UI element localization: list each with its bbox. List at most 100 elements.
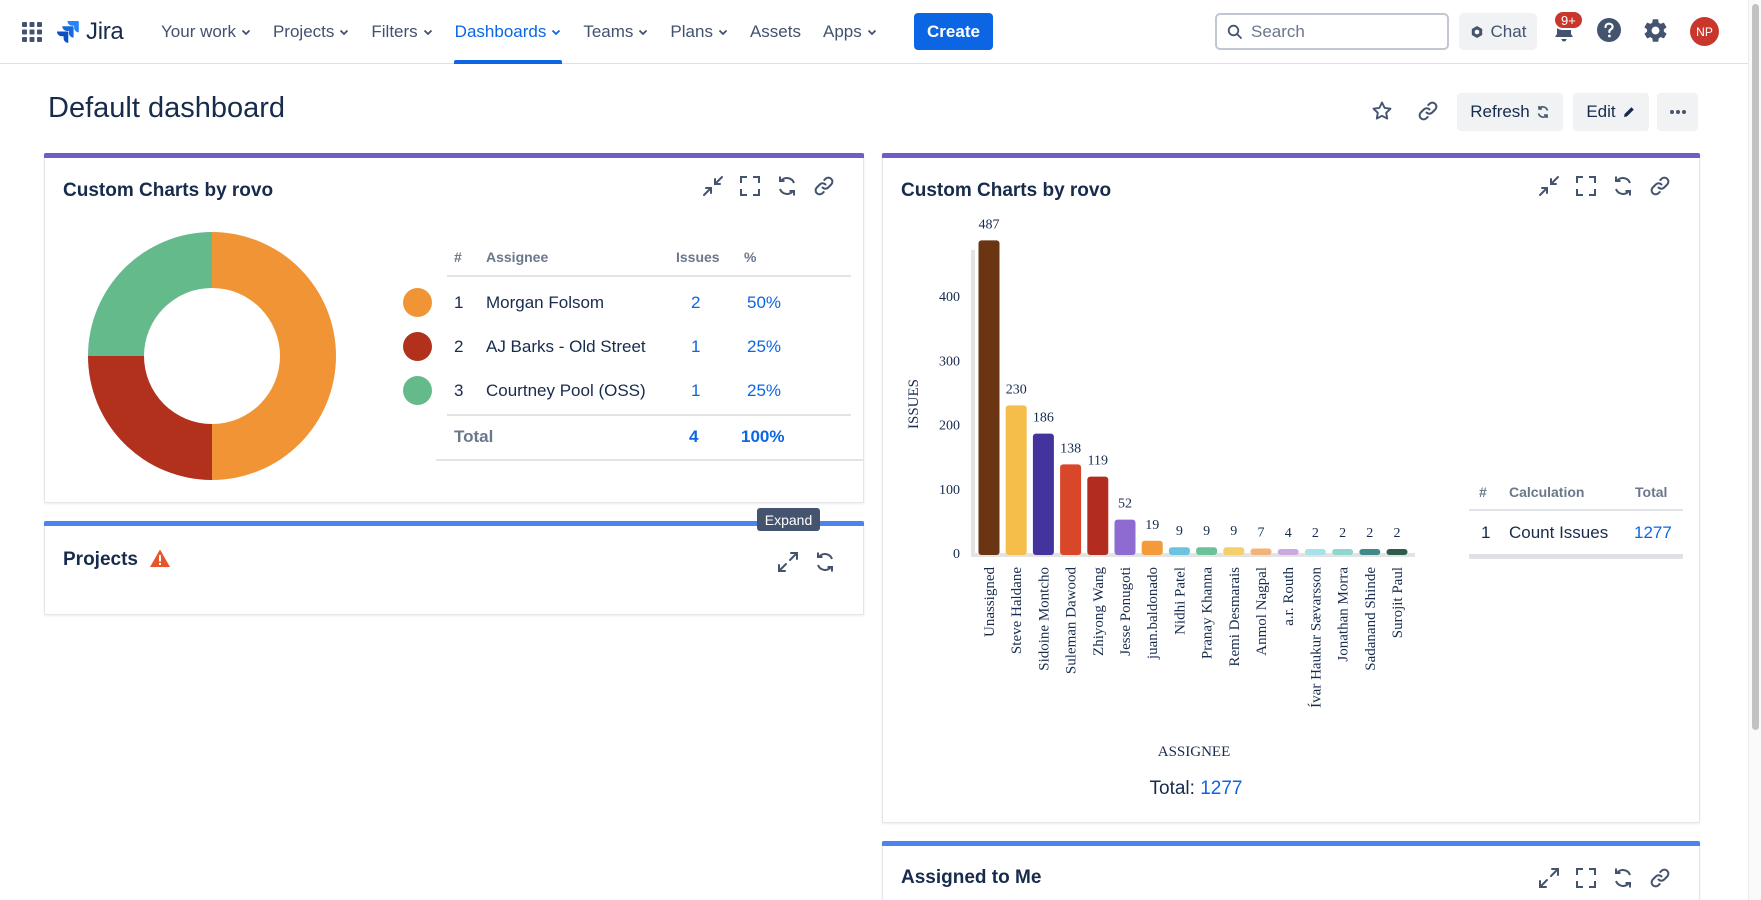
x-tick-label: Sadanand Shinde <box>1363 567 1379 671</box>
create-button[interactable]: Create <box>914 13 993 50</box>
refresh-gadget-button[interactable] <box>1611 866 1635 890</box>
row-pct-link[interactable]: 25% <box>747 381 782 400</box>
refresh-gadget-button[interactable] <box>775 174 799 198</box>
bar-value-label: 9 <box>1230 524 1237 539</box>
copy-link-button[interactable] <box>1648 866 1672 890</box>
refresh-gadget-button[interactable] <box>813 550 837 574</box>
help-icon[interactable] <box>1596 17 1622 43</box>
warning-icon <box>150 549 171 567</box>
fullscreen-button[interactable] <box>1574 174 1598 198</box>
minimize-button[interactable] <box>1537 174 1561 198</box>
settings-gear-icon[interactable] <box>1642 17 1669 44</box>
bar[interactable] <box>1359 549 1381 555</box>
nav-projects[interactable]: Projects <box>262 0 360 64</box>
x-tick-label: Sidoine Montcho <box>1036 567 1052 671</box>
nav-label: Teams <box>583 22 634 41</box>
refresh-button[interactable]: Refresh <box>1457 93 1563 131</box>
gadget-color-bar <box>44 521 864 526</box>
bar[interactable] <box>1114 519 1136 555</box>
star-button[interactable] <box>1364 93 1400 129</box>
scrollbar-thumb[interactable] <box>1752 4 1759 730</box>
more-actions-button[interactable] <box>1657 93 1698 131</box>
bar[interactable] <box>1386 549 1408 555</box>
expand-button[interactable] <box>1537 866 1561 890</box>
bar[interactable] <box>1141 540 1163 555</box>
refresh-icon <box>817 552 833 572</box>
nav-your-work[interactable]: Your work <box>150 0 262 64</box>
row-issues-link[interactable]: 1 <box>691 337 701 356</box>
x-tick-label: Pranay Khanna <box>1200 567 1216 659</box>
table-row[interactable]: 2 AJ Barks - Old Street 1 25% <box>391 325 785 369</box>
bar[interactable] <box>1277 549 1299 555</box>
refresh-gadget-button[interactable] <box>1611 174 1635 198</box>
x-tick-label: Nidhi Patel <box>1172 567 1188 635</box>
donut-chart <box>88 232 336 480</box>
gadget-color-bar <box>882 153 1700 158</box>
minimize-button[interactable] <box>701 174 725 198</box>
calc-row-total-link[interactable]: 1277 <box>1634 523 1672 542</box>
fullscreen-button[interactable] <box>1574 866 1598 890</box>
nav-label: Projects <box>272 22 335 41</box>
x-tick-label: juan.baldonado <box>1145 567 1161 660</box>
expand-icon <box>778 552 798 572</box>
top-navigation: Jira Your work Projects Filters Dashboar… <box>0 0 1761 64</box>
nav-dashboards[interactable]: Dashboards <box>444 0 573 64</box>
jira-logo[interactable]: Jira <box>56 17 124 47</box>
fullscreen-icon <box>740 176 760 196</box>
nav-filters[interactable]: Filters <box>360 0 443 64</box>
chart-total-link[interactable]: 1277 <box>1200 778 1243 799</box>
bar-value-label: 2 <box>1339 526 1346 541</box>
y-tick-label: 200 <box>939 419 960 434</box>
page-scrollbar[interactable] <box>1748 0 1761 900</box>
chevron-down-icon <box>340 29 349 36</box>
search-box[interactable] <box>1215 13 1449 50</box>
row-pct-link[interactable]: 50% <box>747 293 782 312</box>
y-tick-label: 400 <box>939 290 960 305</box>
user-avatar[interactable]: NP <box>1690 17 1719 46</box>
nav-teams[interactable]: Teams <box>572 0 659 64</box>
bar[interactable] <box>1304 549 1326 555</box>
gadget-title: Custom Charts by rovo <box>63 180 274 201</box>
x-tick-label: Remi Desmarais <box>1227 567 1243 667</box>
y-tick-label: 100 <box>939 483 960 498</box>
row-pct-link[interactable]: 25% <box>747 337 782 356</box>
table-row[interactable]: 1 Morgan Folsom 2 50% <box>391 281 785 325</box>
nav-label: Dashboards <box>454 22 547 41</box>
x-axis-label: ASSIGNEE <box>1158 744 1231 760</box>
bar[interactable] <box>1032 433 1054 555</box>
expand-button[interactable] <box>776 550 800 574</box>
copy-link-button[interactable] <box>812 174 836 198</box>
nav-assets[interactable]: Assets <box>739 0 812 64</box>
row-issues-link[interactable]: 2 <box>691 293 701 312</box>
donut-slice[interactable] <box>88 356 212 480</box>
bar[interactable] <box>1060 464 1082 555</box>
refresh-icon <box>1615 176 1631 196</box>
bar[interactable] <box>1223 547 1245 555</box>
app-switcher-icon[interactable] <box>20 20 44 44</box>
bar[interactable] <box>1005 405 1027 555</box>
nav-plans[interactable]: Plans <box>659 0 739 64</box>
search-input[interactable] <box>1251 21 1431 42</box>
bar[interactable] <box>1332 549 1354 555</box>
bar-value-label: 19 <box>1145 518 1159 533</box>
donut-slice[interactable] <box>212 232 336 480</box>
total-issues-link[interactable]: 4 <box>689 427 699 446</box>
nav-apps[interactable]: Apps <box>812 0 888 64</box>
chat-button[interactable]: Chat <box>1459 13 1537 50</box>
divider <box>447 414 851 416</box>
bar[interactable] <box>1250 548 1272 555</box>
bar[interactable] <box>978 240 1000 555</box>
bar[interactable] <box>1168 547 1190 555</box>
row-issues-link[interactable]: 1 <box>691 381 701 400</box>
donut-slice[interactable] <box>88 232 212 356</box>
bar[interactable] <box>1196 547 1218 555</box>
total-pct-link[interactable]: 100% <box>741 427 785 446</box>
copy-link-button[interactable] <box>1410 93 1446 129</box>
table-row[interactable]: 3 Courtney Pool (OSS) 1 25% <box>391 369 785 413</box>
legend-dot <box>403 288 432 317</box>
bar[interactable] <box>1087 476 1109 555</box>
fullscreen-button[interactable] <box>738 174 762 198</box>
copy-link-button[interactable] <box>1648 174 1672 198</box>
edit-button[interactable]: Edit <box>1573 93 1649 131</box>
edit-label: Edit <box>1586 102 1616 121</box>
